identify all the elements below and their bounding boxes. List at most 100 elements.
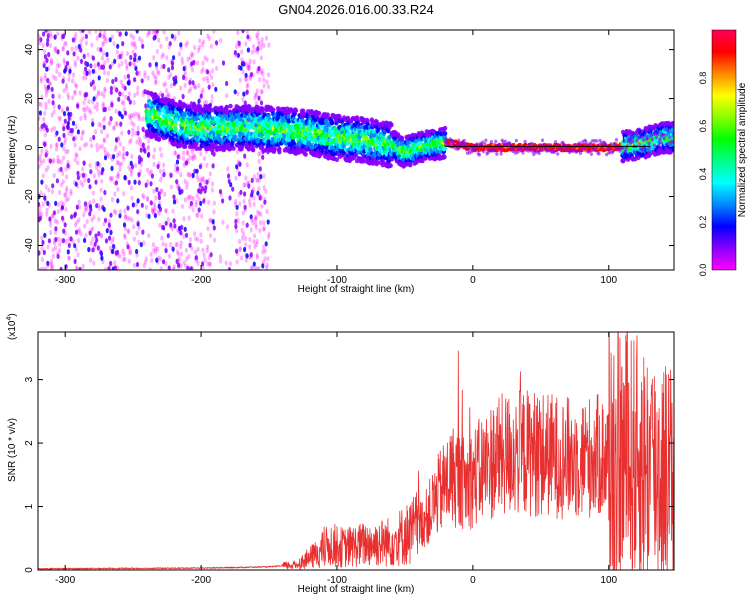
heatmap-cell	[49, 60, 54, 67]
heatmap-cell	[43, 142, 47, 148]
heatmap-cell	[52, 109, 56, 115]
heatmap-cell	[96, 168, 100, 174]
heatmap-cell	[94, 233, 98, 239]
heatmap-cell	[155, 246, 160, 252]
heatmap-cell	[257, 41, 261, 48]
heatmap-cell	[54, 245, 58, 251]
heatmap-cell	[115, 49, 119, 55]
heatmap-cell	[122, 100, 126, 106]
heatmap-cell	[44, 266, 48, 270]
heatmap-cell	[249, 252, 253, 258]
heatmap-cell	[69, 191, 73, 197]
heatmap-cell	[250, 189, 254, 195]
heatmap-cell	[49, 258, 54, 264]
heatmap-cell	[96, 61, 100, 67]
heatmap-cell	[98, 32, 102, 38]
heatmap-cell	[193, 154, 197, 160]
heatmap-cell	[243, 119, 248, 125]
heatmap-cell	[53, 34, 57, 40]
heatmap-cell	[116, 171, 120, 177]
heatmap-cell	[65, 185, 69, 191]
heatmap-cell	[162, 63, 166, 69]
heatmap-cell	[44, 88, 49, 94]
heatmap-cell	[181, 155, 186, 161]
heatmap-cell	[56, 158, 60, 164]
heatmap-cell	[183, 70, 187, 76]
heatmap-cell	[244, 61, 249, 67]
heatmap-cell	[127, 258, 131, 264]
heatmap-cell	[188, 242, 192, 248]
heatmap-cell	[120, 114, 124, 120]
heatmap-cell	[143, 70, 147, 76]
heatmap-cell	[159, 256, 163, 262]
heatmap-cell	[55, 142, 59, 148]
heatmap-cell	[38, 163, 41, 169]
heatmap-cell	[234, 198, 238, 205]
heatmap-cell	[252, 174, 256, 180]
heatmap-cell	[38, 34, 41, 40]
heatmap-cell	[303, 152, 308, 157]
heatmap-cell	[200, 213, 204, 219]
heatmap-cell	[54, 226, 58, 232]
heatmap-cell	[74, 123, 78, 129]
heatmap-cell	[51, 213, 55, 219]
heatmap-cell	[105, 77, 109, 84]
heatmap-cell	[109, 260, 113, 266]
heatmap-cell	[164, 248, 168, 254]
heatmap-cell	[180, 224, 184, 230]
heatmap-cell	[84, 40, 88, 46]
heatmap-cell	[99, 249, 103, 256]
heatmap-cell	[101, 42, 105, 48]
heatmap-cell	[43, 132, 47, 138]
heatmap-cell	[93, 241, 97, 247]
heatmap-cell	[170, 245, 174, 251]
heatmap-cell	[247, 65, 251, 72]
heatmap-cell	[57, 248, 62, 254]
heatmap-cell	[139, 147, 143, 153]
heatmap-cell	[206, 78, 210, 84]
heatmap-cell	[91, 226, 95, 232]
heatmap-cell	[130, 217, 134, 223]
heatmap-cell	[112, 41, 116, 47]
heatmap-cell	[91, 68, 95, 74]
heatmap-cell	[192, 153, 196, 159]
heatmap-cell	[218, 189, 223, 195]
heatmap-cell	[123, 233, 127, 239]
heatmap-cell	[169, 83, 173, 89]
heatmap-cell	[76, 103, 80, 109]
heatmap-cell	[254, 214, 258, 221]
heatmap-cell	[38, 101, 41, 107]
heatmap-cell	[255, 254, 259, 260]
heatmap-cell	[54, 236, 58, 243]
heatmap-cell	[66, 124, 70, 130]
heatmap-cell	[236, 217, 240, 223]
heatmap-cell	[100, 255, 104, 261]
heatmap-cell	[81, 182, 85, 188]
heatmap-cell	[64, 149, 68, 155]
heatmap-cell	[135, 70, 139, 76]
heatmap-cell	[49, 266, 53, 270]
heatmap-cell	[88, 200, 92, 206]
heatmap-cell	[98, 144, 102, 150]
heatmap-cell	[84, 66, 88, 72]
heatmap-cell	[46, 77, 50, 84]
heatmap-cell	[63, 222, 67, 228]
heatmap-cell	[181, 93, 185, 100]
heatmap-cell	[76, 55, 80, 61]
heatmap-cell	[247, 62, 251, 68]
heatmap-cell	[115, 138, 119, 144]
heatmap-cell	[183, 226, 187, 232]
heatmap-cell	[317, 111, 322, 116]
heatmap-cell	[208, 233, 213, 239]
heatmap-cell	[190, 148, 194, 154]
heatmap-cell	[145, 212, 149, 218]
heatmap-cell	[257, 151, 261, 157]
heatmap-cell	[266, 256, 270, 262]
heatmap-cell	[121, 91, 125, 97]
heatmap-cell	[162, 162, 166, 168]
heatmap-cell	[123, 214, 128, 220]
heatmap-cell	[238, 201, 242, 207]
heatmap-cell	[157, 195, 161, 201]
heatmap-cell	[56, 31, 60, 37]
heatmap-cell	[118, 31, 122, 37]
